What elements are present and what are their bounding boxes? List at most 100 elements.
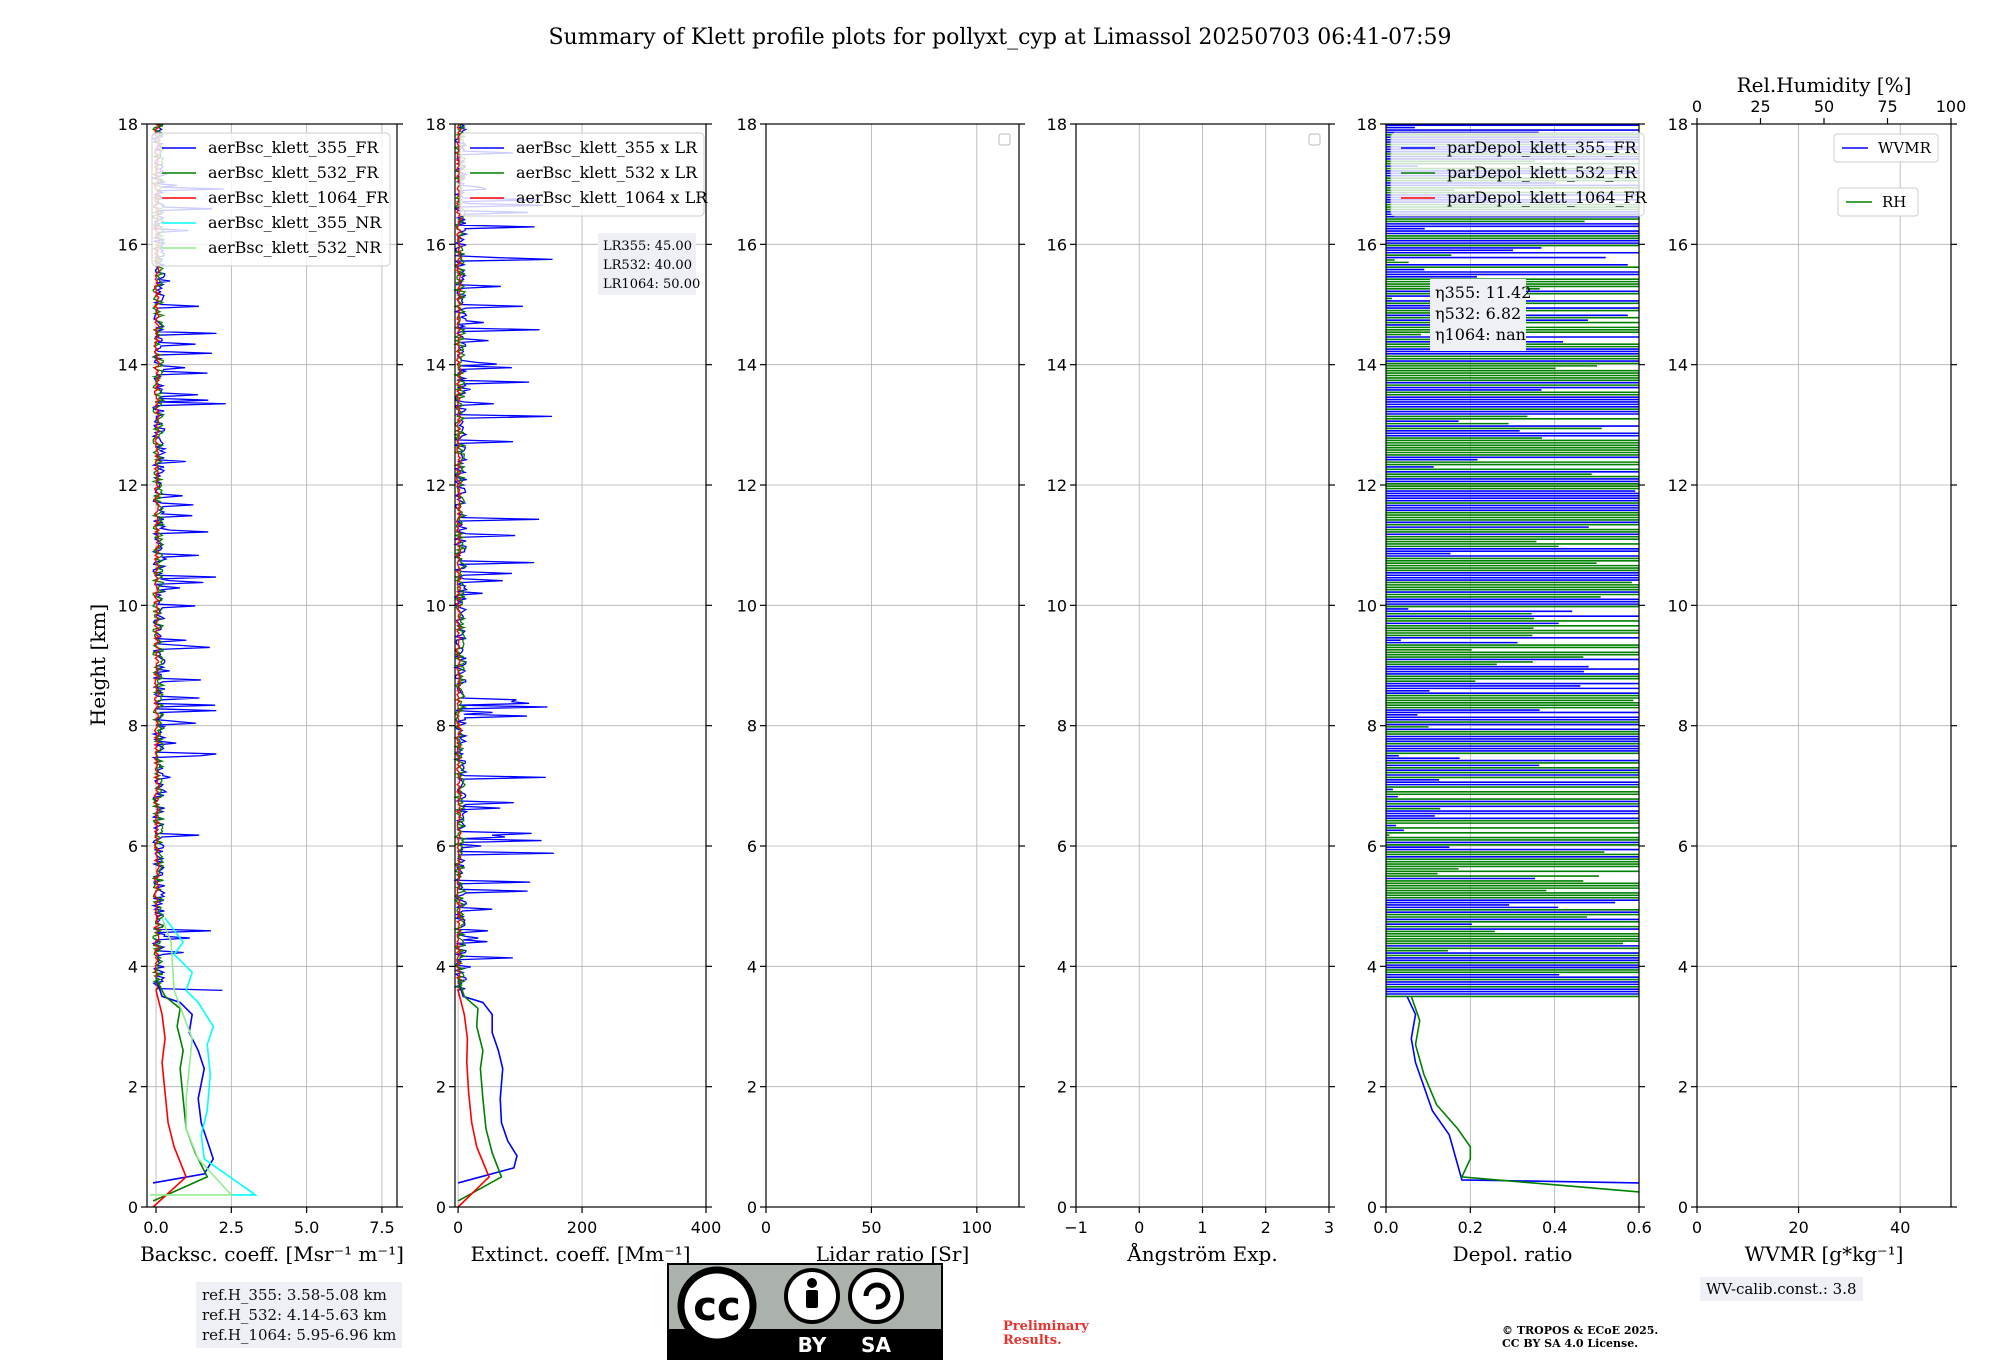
y-tick-label: 4 [747,957,757,976]
wv-calib-const: WV-calib.const.: 3.8 [1700,1277,1863,1301]
series-line-2 [152,990,188,1208]
legend-box [151,132,391,267]
legend-label: WVMR [1878,139,1932,157]
profile-noise-line [455,123,463,991]
eta-box [1430,279,1526,351]
y-tick-label: 12 [426,476,446,495]
top-x-axis-label: Rel.Humidity [%] [1737,73,1912,97]
x-tick-label: 0 [453,1218,463,1237]
y-tick-label: 8 [1057,717,1067,736]
x-tick-label: 2 [1261,1218,1271,1237]
x-axis-label: WVMR [g*kg⁻¹] [1745,1242,1904,1266]
top-x-tick-label: 100 [1936,97,1967,116]
copyright-note: © TROPOS & ECoE 2025. CC BY SA 4.0 Licen… [1502,1324,1658,1350]
y-tick-label: 16 [1357,235,1377,254]
x-axis-label: Ångström Exp. [1126,1241,1277,1266]
y-tick-label: 8 [436,717,446,736]
y-tick-label: 10 [1357,596,1377,615]
y-tick-label: 0 [747,1198,757,1217]
empty-legend-box [1308,133,1321,146]
sa-text: SA [861,1333,891,1357]
x-axis-label: Lidar ratio [Sr] [816,1242,970,1266]
preliminary-line-1: Preliminary [1003,1319,1089,1334]
y-tick-label: 6 [128,837,138,856]
x-tick-label: 0.6 [1626,1218,1651,1237]
top-x-tick-label: 75 [1877,97,1897,116]
lr-box [598,233,696,295]
plot-frame [1696,123,1952,1208]
eta-label-eta355: η355: 11.42 [1435,283,1531,302]
y-tick-label: 2 [128,1078,138,1097]
y-tick-label: 0 [1057,1198,1067,1217]
y-tick-label: 14 [1357,356,1377,375]
y-tick-label: 14 [737,356,757,375]
y-tick-label: 18 [737,115,757,134]
y-tick-label: 4 [1057,957,1067,976]
legend-box [1837,187,1919,217]
y-tick-label: 6 [1367,837,1377,856]
y-tick-label: 16 [426,235,446,254]
cc-circle-icon [677,1266,757,1346]
cc-text: cc [693,1284,740,1330]
y-tick-label: 10 [1047,596,1067,615]
y-tick-label: 14 [1047,356,1067,375]
x-tick-label: 400 [691,1218,722,1237]
cc-license-badge: cc BY SA [667,1263,943,1360]
series-line-0 [1406,996,1640,1184]
y-tick-label: 2 [436,1078,446,1097]
y-tick-label: 2 [1678,1078,1688,1097]
y-tick-label: 14 [1668,356,1688,375]
top-x-tick-label: 50 [1814,97,1834,116]
y-tick-label: 10 [737,596,757,615]
y-tick-label: 18 [426,115,446,134]
legend-label: aerBsc_klett_532_FR [208,163,379,182]
eta-label-eta532: η532: 6.82 [1435,304,1521,323]
plot-frame [765,123,1020,1208]
plot-frame [146,123,398,1208]
legend-label: parDepol_klett_355_FR [1447,138,1638,157]
y-tick-label: 6 [1057,837,1067,856]
legend-label: RH [1882,193,1906,211]
y-tick-label: 2 [1057,1078,1067,1097]
profile-noise-line [452,123,554,992]
y-tick-label: 14 [118,356,138,375]
y-tick-label: 18 [1357,115,1377,134]
y-tick-label: 8 [1367,717,1377,736]
y-tick-label: 0 [1678,1198,1688,1217]
y-tick-label: 4 [436,957,446,976]
x-tick-label: 100 [962,1218,993,1237]
y-tick-label: 4 [128,957,138,976]
y-tick-label: 12 [1047,476,1067,495]
legend-label: parDepol_klett_532_FR [1447,163,1638,182]
y-tick-label: 10 [1668,596,1688,615]
lr-label-lr355: LR355: 45.00 [603,239,692,254]
series-line-0 [457,978,518,1184]
y-tick-label: 14 [426,356,446,375]
legend-label: aerBsc_klett_355 x LR [516,138,698,157]
legend-label: parDepol_klett_1064_FR [1447,188,1648,207]
x-tick-label: 50 [861,1218,881,1237]
legend-label: aerBsc_klett_1064 x LR [516,188,708,207]
y-tick-label: 8 [1678,717,1688,736]
y-axis-label: Height [km] [86,604,110,726]
y-tick-label: 2 [747,1078,757,1097]
ref-height-532: ref.H_532: 4.14-5.63 km [202,1306,387,1324]
y-tick-label: 16 [737,235,757,254]
eta-annotation: η355: 11.42 η532: 6.82 η1064: nan [1430,279,1531,351]
x-tick-label: 0.4 [1542,1218,1567,1237]
by-text: BY [798,1333,827,1357]
y-tick-label: 6 [436,837,446,856]
x-tick-label: 0.2 [1458,1218,1483,1237]
series-line-0 [152,978,215,1184]
y-tick-label: 18 [1668,115,1688,134]
profile-noise-line [153,123,161,991]
y-tick-label: 16 [1047,235,1067,254]
sa-share-icon [848,1268,904,1324]
y-tick-label: 6 [1678,837,1688,856]
top-x-tick-label: 0 [1692,97,1702,116]
x-tick-label: 3 [1324,1218,1334,1237]
y-tick-label: 12 [118,476,138,495]
x-tick-label: −1 [1064,1218,1088,1237]
